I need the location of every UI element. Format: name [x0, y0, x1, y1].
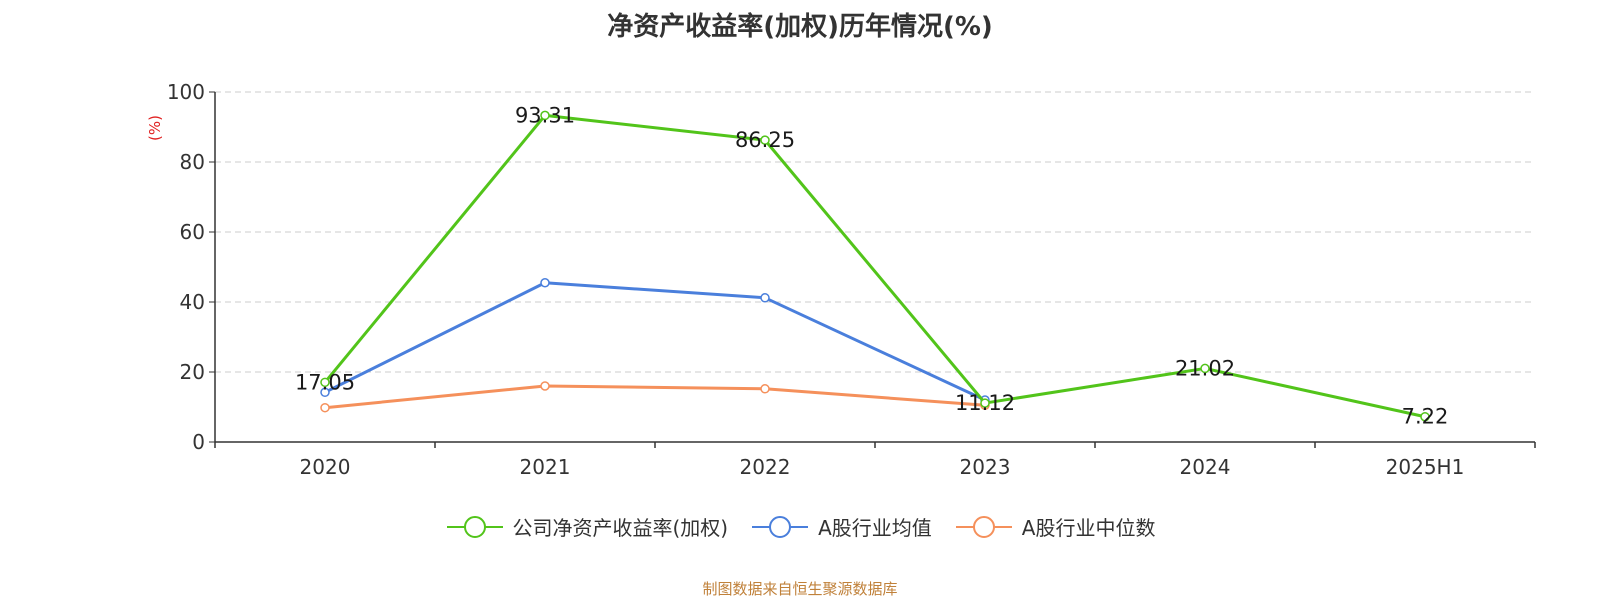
- data-point: [540, 381, 550, 391]
- data-point: [760, 384, 770, 394]
- legend: 公司净资产收益率(加权) A股行业均值 A股行业中位数: [0, 512, 1600, 541]
- x-tick-label: 2025H1: [1386, 455, 1465, 479]
- legend-label: A股行业均值: [818, 516, 932, 540]
- x-tick-label: 2020: [300, 455, 351, 479]
- data-point: [980, 398, 990, 408]
- data-label: 86.25: [735, 128, 795, 152]
- data-label: 11.12: [955, 391, 1015, 415]
- legend-label: A股行业中位数: [1021, 516, 1156, 540]
- data-point: [760, 293, 770, 303]
- y-tick-label: 20: [180, 360, 205, 384]
- y-tick-label: 80: [180, 150, 205, 174]
- data-label: 7.22: [1402, 405, 1449, 429]
- x-tick-label: 2023: [960, 455, 1011, 479]
- y-tick-label: 40: [180, 290, 205, 314]
- data-point: [540, 278, 550, 288]
- y-axis-label: (%): [146, 115, 164, 141]
- data-point: [320, 402, 330, 413]
- y-tick-label: 100: [167, 80, 205, 104]
- series-line: [324, 384, 986, 410]
- y-tick-label: 60: [180, 220, 205, 244]
- data-point: [760, 135, 770, 145]
- x-tick-label: 2022: [740, 455, 791, 479]
- series-lines: [320, 110, 1430, 422]
- series-line: [324, 281, 986, 402]
- data-point: [320, 377, 330, 388]
- legend-item[interactable]: 公司净资产收益率(加权): [445, 512, 729, 541]
- data-point: [320, 387, 330, 398]
- data-point: [1200, 363, 1210, 374]
- legend-swatch: [955, 515, 1012, 538]
- grid-lines: [215, 91, 1535, 373]
- data-point: [1420, 411, 1430, 422]
- data-label: 17.05: [295, 370, 355, 394]
- data-label: 21.02: [1175, 356, 1235, 380]
- data-source: 制图数据来自恒生聚源数据库: [702, 580, 898, 598]
- axes: 0 20 40 60 80 100 2020 2021 2022 2023 2024 2025H1 (%…: [146, 80, 1536, 479]
- legend-item[interactable]: A股行业中位数: [954, 512, 1156, 541]
- y-tick-label: 0: [192, 430, 205, 454]
- x-tick-label: 2024: [1180, 455, 1231, 479]
- legend-label: 公司净资产收益率(加权): [512, 516, 729, 540]
- legend-swatch: [752, 515, 809, 538]
- data-labels: 17.05 93.31 86.25 11.12 21.02 7.22: [295, 103, 1448, 428]
- data-point: [540, 110, 550, 121]
- series-line: [323, 113, 1426, 419]
- chart-title: 净资产收益率(加权)历年情况(%): [607, 12, 993, 42]
- legend-swatch: [446, 515, 503, 538]
- legend-item[interactable]: A股行业均值: [750, 512, 932, 541]
- data-label: 93.31: [515, 103, 575, 127]
- x-tick-label: 2021: [520, 455, 571, 479]
